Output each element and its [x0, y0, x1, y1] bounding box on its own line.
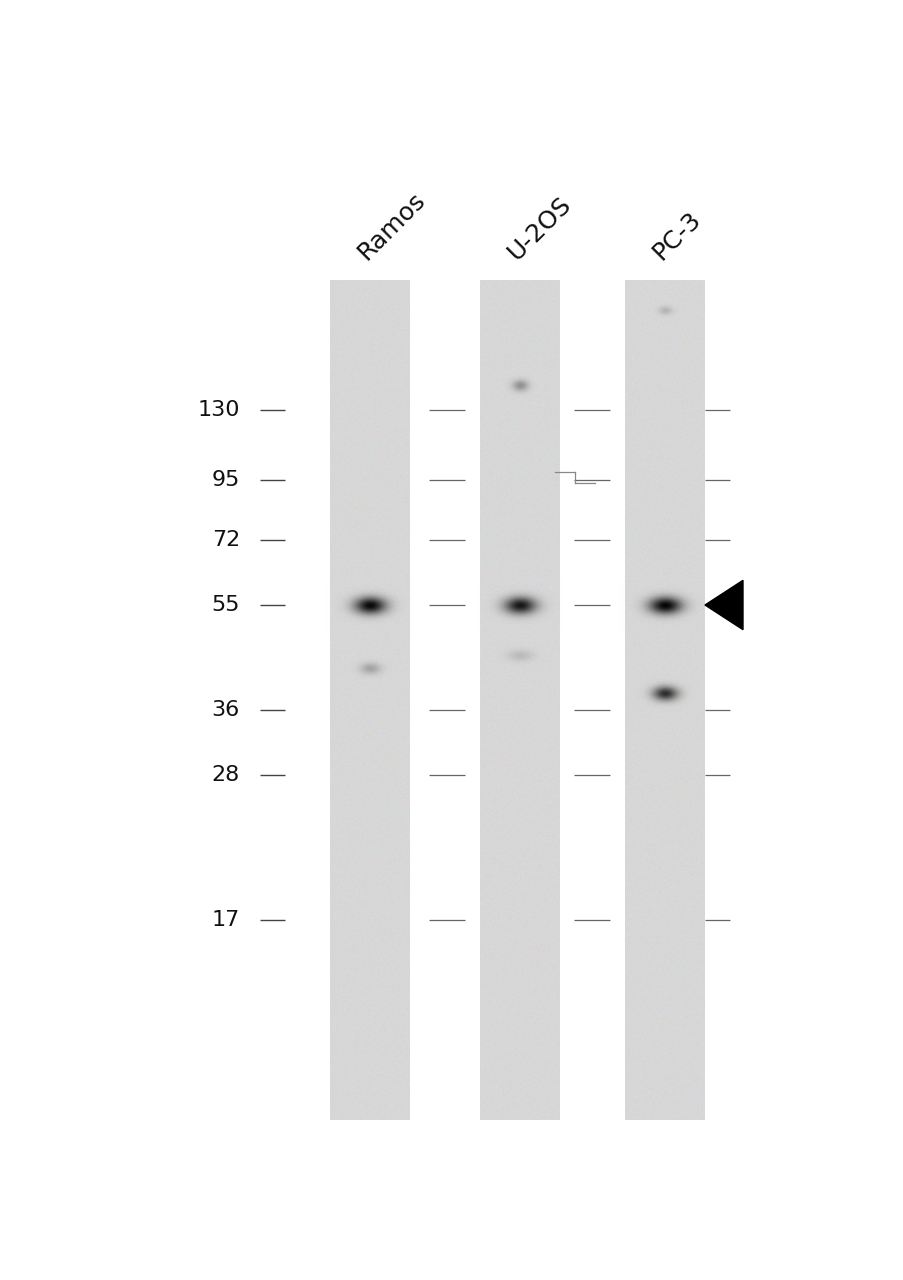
- Text: 130: 130: [197, 401, 239, 420]
- Text: PC-3: PC-3: [647, 207, 705, 265]
- Text: Ramos: Ramos: [353, 188, 430, 265]
- Text: 36: 36: [211, 700, 239, 719]
- Polygon shape: [704, 580, 742, 630]
- Text: 28: 28: [211, 765, 239, 785]
- Text: 95: 95: [211, 470, 239, 490]
- Text: 55: 55: [211, 595, 239, 614]
- Text: 17: 17: [211, 910, 239, 931]
- Text: U-2OS: U-2OS: [502, 192, 575, 265]
- Text: 72: 72: [211, 530, 239, 550]
